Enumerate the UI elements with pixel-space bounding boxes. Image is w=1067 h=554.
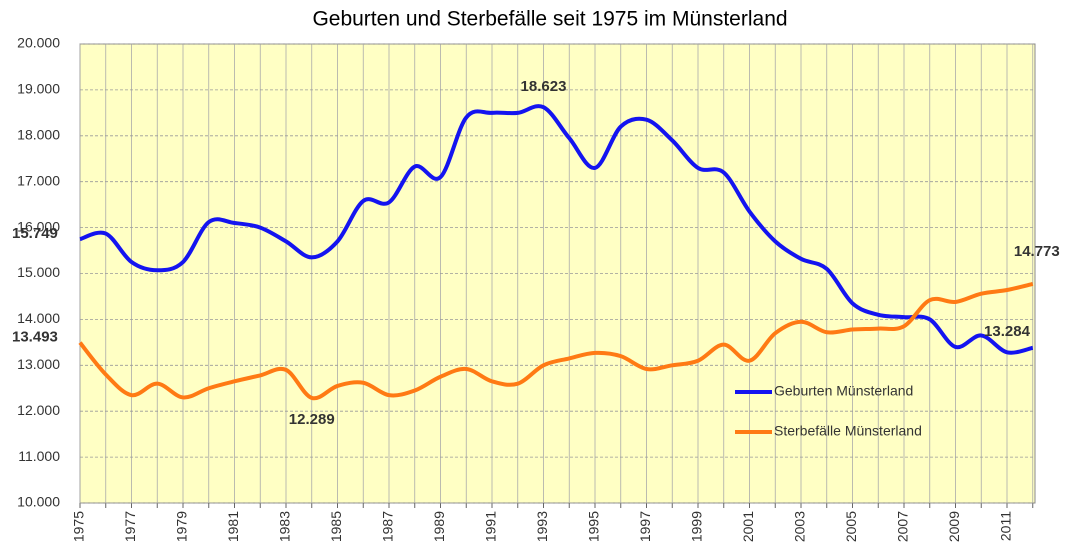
x-tick-label: 1991 (483, 511, 499, 542)
data-label: 13.284 (984, 323, 1031, 340)
x-tick-label: 2011 (998, 511, 1014, 541)
x-tick-label: 1993 (534, 511, 550, 542)
x-tick-label: 1999 (689, 511, 705, 542)
y-tick-label: 18.000 (17, 127, 60, 143)
y-tick-label: 11.000 (18, 448, 60, 464)
x-tick-label: 1995 (586, 511, 602, 542)
data-label: 12.289 (289, 411, 335, 428)
x-tick-label: 2009 (946, 511, 962, 542)
data-label: 14.773 (1014, 243, 1060, 260)
y-tick-label: 13.000 (17, 356, 60, 372)
x-tick-label: 1983 (277, 511, 293, 542)
legend-label: Sterbefälle Münsterland (774, 423, 922, 439)
x-tick-label: 2005 (843, 511, 859, 542)
legend-label: Geburten Münsterland (774, 383, 913, 399)
series-line (79, 104, 1034, 355)
y-tick-label: 10.000 (17, 494, 60, 510)
x-tick-label: 1985 (328, 511, 344, 542)
y-tick-label: 19.000 (17, 81, 60, 97)
series-line (78, 281, 1034, 401)
y-tick-label: 17.000 (17, 172, 60, 188)
x-tick-label: 1981 (225, 511, 241, 542)
x-tick-label: 1987 (380, 511, 396, 542)
x-tick-label: 2001 (740, 511, 756, 542)
y-tick-label: 14.000 (17, 310, 60, 326)
x-tick-label: 2007 (895, 511, 911, 542)
data-label: 13.493 (12, 329, 58, 346)
x-tick-label: 1997 (637, 511, 653, 542)
x-tick-label: 1989 (431, 511, 447, 542)
y-tick-label: 16.000 (17, 218, 60, 234)
data-label: 15.749 (12, 225, 58, 242)
y-tick-label: 20.000 (17, 35, 60, 51)
y-tick-label: 12.000 (17, 402, 60, 418)
x-tick-label: 1979 (174, 511, 190, 542)
data-label: 18.623 (521, 78, 567, 95)
y-tick-label: 15.000 (17, 264, 60, 280)
x-tick-label: 1977 (122, 511, 138, 542)
x-tick-label: 2003 (792, 511, 808, 542)
x-tick-label: 1975 (71, 511, 87, 542)
chart-title: Geburten und Sterbefälle seit 1975 im Mü… (312, 8, 787, 31)
